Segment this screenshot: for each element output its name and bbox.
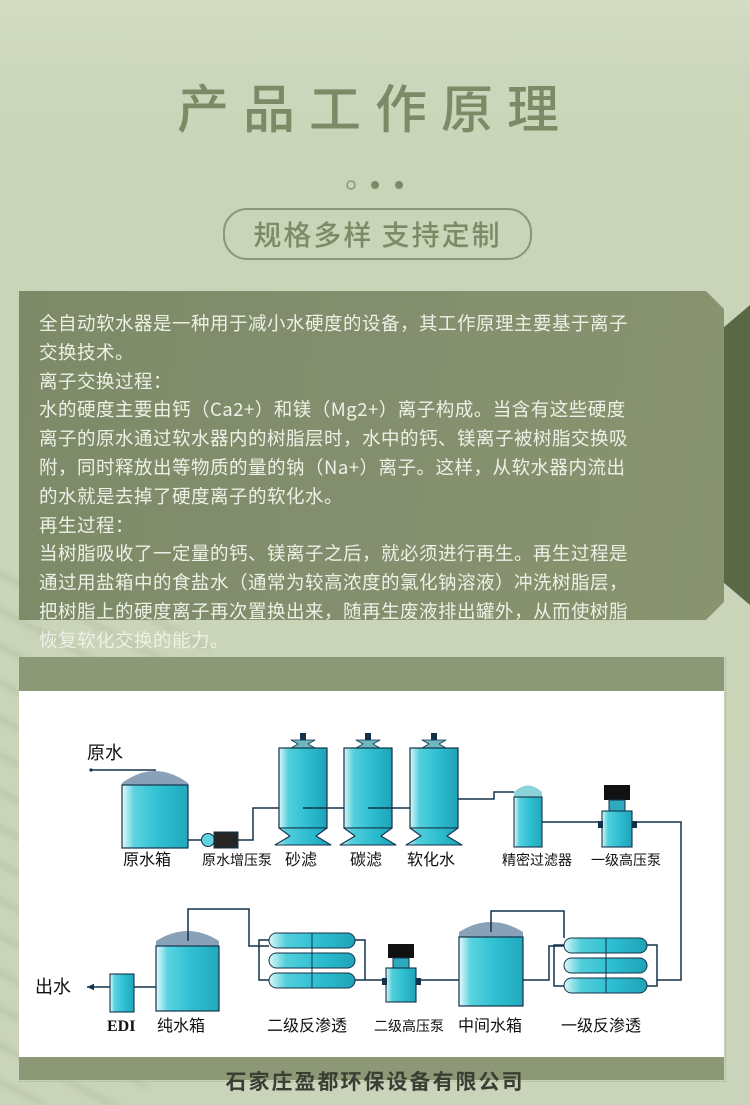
svg-text:二级反渗透: 二级反渗透	[267, 1012, 347, 1036]
svg-text:软化水: 软化水	[407, 846, 455, 870]
svg-text:EDI: EDI	[107, 1018, 135, 1035]
svg-text:出水: 出水	[35, 973, 71, 999]
svg-text:二级高压泵: 二级高压泵	[374, 1016, 444, 1036]
svg-text:原水增压泵: 原水增压泵	[202, 850, 272, 870]
svg-text:原水: 原水	[87, 739, 123, 765]
svg-text:一级反渗透: 一级反渗透	[561, 1012, 641, 1036]
svg-text:一级高压泵: 一级高压泵	[591, 850, 661, 870]
svg-text:精密过滤器: 精密过滤器	[502, 850, 572, 870]
svg-text:碳滤: 碳滤	[350, 846, 382, 870]
svg-text:中间水箱: 中间水箱	[458, 1012, 522, 1036]
svg-text:原水箱: 原水箱	[123, 846, 171, 870]
svg-text:纯水箱: 纯水箱	[157, 1012, 205, 1036]
svg-text:砂滤: 砂滤	[285, 846, 317, 870]
